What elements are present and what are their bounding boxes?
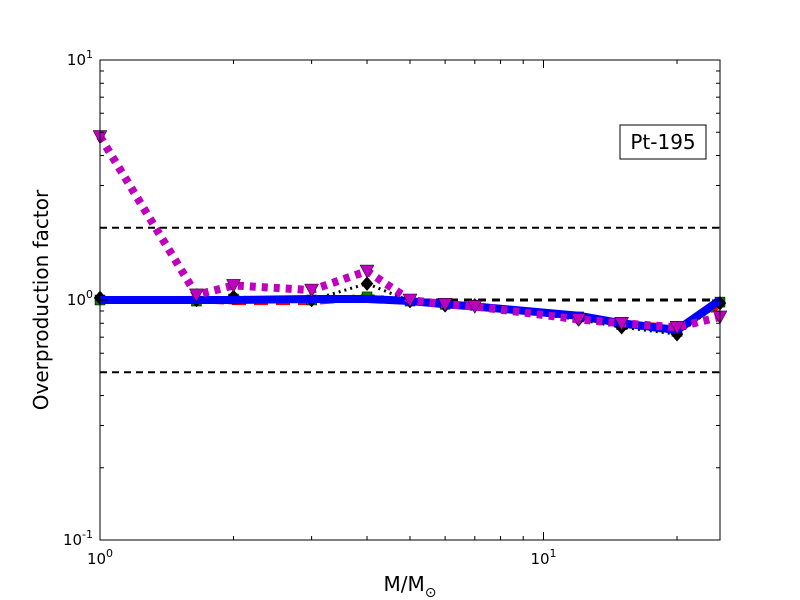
x-tick-label-0: 100 (87, 547, 113, 568)
annotation-label: Pt-195 (630, 130, 695, 154)
y-tick-label-1: 100 (67, 288, 93, 309)
series-4-point-7 (467, 300, 483, 314)
x-axis-label-sub: ⊙ (425, 585, 437, 600)
y-axis-label: Overproduction factor (29, 189, 53, 410)
x-tick-label-exp: 0 (106, 547, 113, 560)
series-line-4 (96, 134, 721, 332)
y-tick-label-exp: 0 (86, 288, 93, 301)
x-axis-label-main: M/M (384, 572, 425, 596)
x-tick-label-base: 10 (87, 550, 106, 568)
y-tick-label-2: 101 (67, 48, 93, 69)
series-4-point-8 (571, 313, 587, 327)
series-4-point-6 (437, 298, 453, 312)
series-4-point-4 (359, 264, 375, 279)
x-tick-label-exp: 1 (550, 547, 557, 560)
series-4-point-9 (614, 317, 630, 331)
x-tick-label-base: 10 (530, 550, 549, 568)
y-tick-label-base: 10 (67, 51, 86, 69)
series-group (92, 130, 728, 342)
y-tick-label-base: 10 (63, 531, 82, 549)
axis-ticks (99, 59, 720, 541)
y-tick-label-exp: 1 (86, 48, 93, 61)
y-tick-label-0: 10-1 (63, 528, 93, 549)
annotation-box: Pt-195 (619, 124, 707, 160)
x-axis-label: M/M⊙ (384, 572, 437, 600)
series-4-point-2 (226, 279, 241, 293)
series-2-point-4 (360, 276, 374, 292)
series-4-point-3 (304, 283, 320, 298)
annotation-frame (619, 124, 707, 160)
series-4-point-1 (189, 288, 204, 303)
y-tick-label-base: 10 (67, 291, 86, 309)
series-3 (100, 294, 723, 334)
y-tick-label-exp: -1 (82, 528, 93, 541)
x-tick-label-1: 101 (530, 547, 556, 568)
series-4-point-10 (669, 320, 685, 335)
series-4-point-5 (402, 293, 418, 308)
series-line-3 (100, 294, 723, 334)
